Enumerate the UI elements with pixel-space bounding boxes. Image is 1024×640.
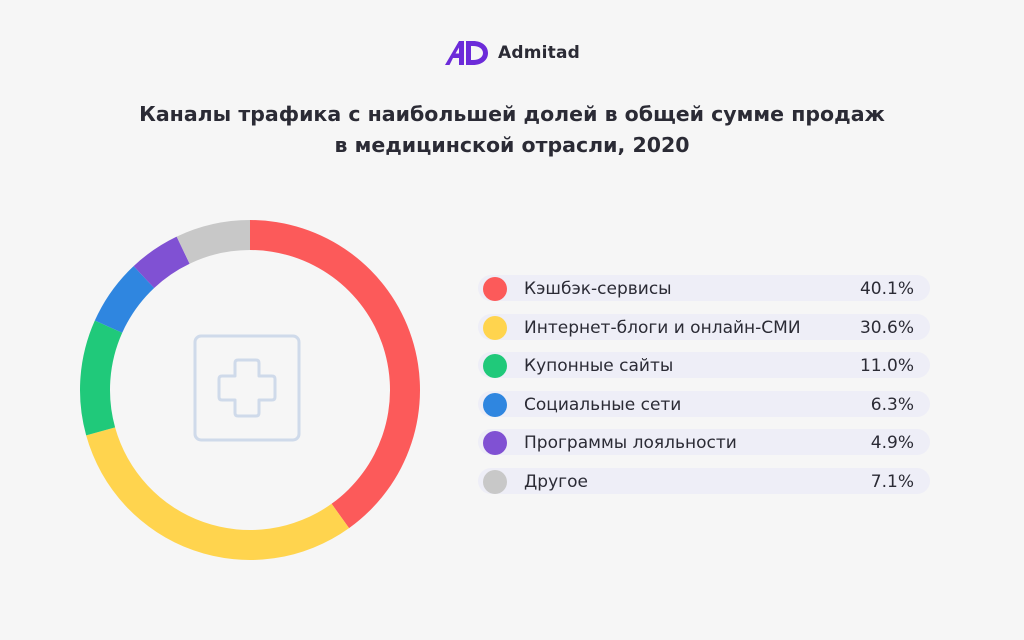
donut-slice-4: [133, 236, 190, 288]
legend-item: Другое 7.1%: [478, 467, 932, 496]
admitad-logo-icon: [444, 41, 488, 65]
legend-swatch: [483, 392, 507, 417]
brand-header: Admitad: [0, 38, 1024, 68]
donut-slice-5: [176, 220, 250, 264]
chart-title-line-1: Каналы трафика с наибольшей долей в обще…: [139, 102, 885, 126]
legend-swatch: [483, 469, 507, 494]
legend-value: 40.1%: [859, 279, 914, 299]
legend-label: Программы лояльности: [524, 433, 737, 453]
donut-slice-2: [79, 320, 123, 436]
legend-swatch: [483, 277, 507, 301]
donut-chart: [79, 220, 420, 560]
donut-slice-1: [86, 427, 350, 560]
brand-name: Admitad: [497, 43, 581, 63]
donut-slices: [79, 220, 420, 560]
legend-swatch: [483, 431, 507, 455]
chart-legend: Кэшбэк-сервисы 40.1% Интернет-блоги и он…: [478, 275, 932, 506]
legend-label: Интернет-блоги и онлайн-СМИ: [524, 317, 801, 338]
legend-label: Другое: [524, 471, 588, 492]
legend-label: Кэшбэк-сервисы: [524, 279, 672, 299]
chart-title-line-2: в медицинской отрасли, 2020: [334, 133, 690, 157]
legend-item-background: [478, 352, 930, 378]
medical-cross-icon: [193, 334, 301, 442]
legend-item-background: [478, 313, 930, 340]
legend-value: 6.3%: [870, 394, 914, 415]
legend-value: 11.0%: [859, 356, 914, 376]
legend-item-background: [478, 429, 930, 455]
legend-item: Программы лояльности 4.9%: [478, 429, 932, 457]
legend-label: Социальные сети: [524, 394, 682, 415]
donut-slice-3: [94, 266, 155, 333]
legend-swatch: [483, 315, 507, 340]
legend-item: Интернет-блоги и онлайн-СМИ 30.6%: [478, 313, 932, 342]
legend-item-background: [478, 467, 930, 494]
legend-swatch: [483, 354, 507, 378]
legend-item-background: [478, 275, 930, 301]
legend-value: 4.9%: [870, 433, 914, 453]
legend-item: Кэшбэк-сервисы 40.1%: [478, 275, 932, 303]
chart-title: Каналы трафика с наибольшей долей в обще…: [0, 99, 1024, 161]
legend-value: 7.1%: [870, 471, 914, 492]
legend-item-background: [478, 390, 930, 417]
legend-label: Купонные сайты: [524, 356, 674, 376]
legend-item: Социальные сети 6.3%: [478, 390, 932, 419]
legend-item: Купонные сайты 11.0%: [478, 352, 932, 380]
donut-slice-0: [250, 220, 420, 529]
legend-value: 30.6%: [859, 317, 914, 338]
